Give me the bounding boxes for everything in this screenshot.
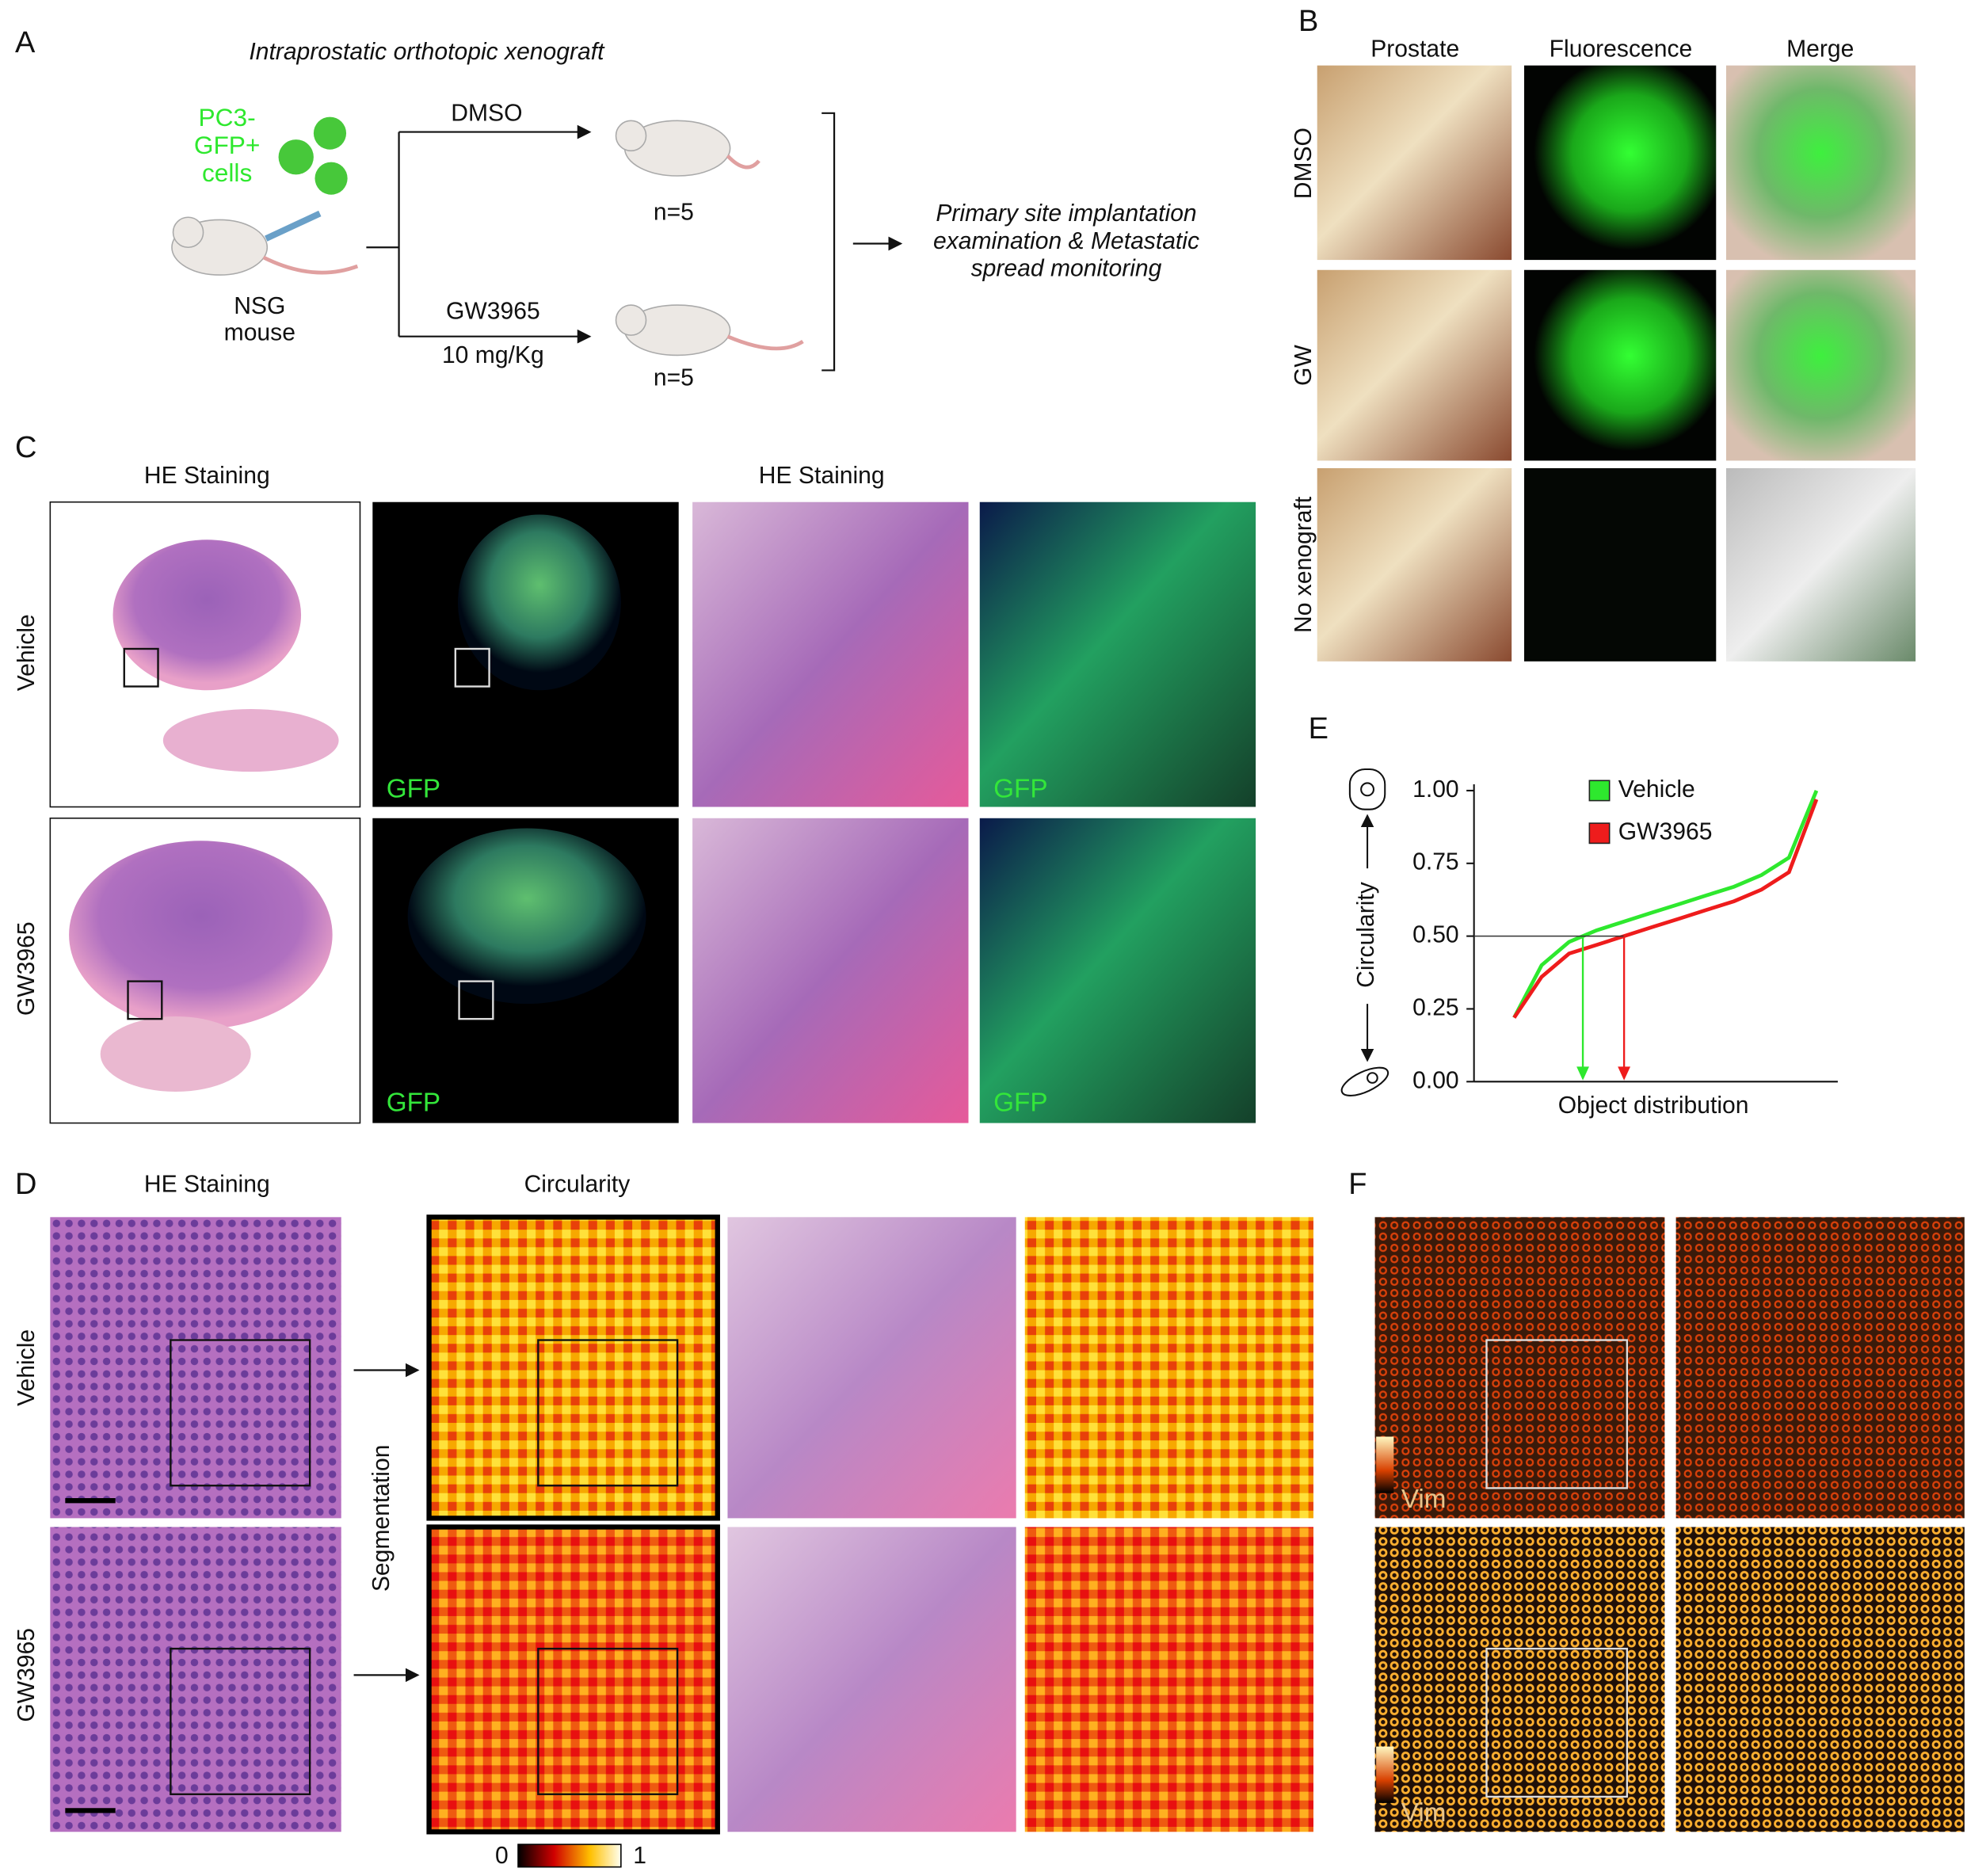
row-label: Vehicle (13, 614, 40, 691)
legend-swatch (1588, 822, 1611, 845)
colorbar-label: 0 (495, 1843, 509, 1869)
y-tick-label: 1.00 (1412, 776, 1459, 803)
cell-icons (278, 116, 348, 195)
row-label: Vehicle (13, 1329, 40, 1406)
micrograph-grid (49, 501, 1256, 1124)
row-label: GW (1290, 345, 1317, 386)
crossing-arrowhead (1618, 1066, 1631, 1081)
panel-title: Intraprostatic orthotopic xenograft (249, 39, 605, 65)
cells-label: GFP+ (194, 131, 261, 159)
panel-letter: E (1309, 712, 1328, 745)
panel-letter: A (15, 26, 36, 59)
cells-label: cells (202, 158, 252, 187)
panel-letter: B (1298, 5, 1318, 38)
column-label: Fluorescence (1550, 36, 1693, 63)
panel-f: F Vim Vim (1348, 1168, 1965, 1832)
channel-label: Vim (1401, 1798, 1447, 1828)
column-label: Merge (1786, 36, 1854, 63)
channel-label: GFP (993, 1089, 1047, 1118)
outcome-text: spread monitoring (971, 256, 1162, 282)
photo-grid (1317, 65, 1916, 662)
column-header: HE Staining (144, 463, 270, 489)
mouse-label: mouse (224, 319, 295, 345)
mouse-label: NSG (234, 293, 285, 319)
segmentation-label: Segmentation (368, 1445, 395, 1592)
y-tick-label: 0.75 (1412, 849, 1459, 875)
panel-b: B Prostate Fluorescence Merge DMSO GW No… (1290, 5, 1916, 662)
legend-label: GW3965 (1618, 819, 1713, 845)
dose-label: 10 mg/Kg (442, 342, 544, 368)
group-size: n=5 (654, 199, 694, 225)
y-tick-label: 0.25 (1412, 994, 1459, 1020)
column-header: Circularity (524, 1172, 631, 1198)
series-line (1512, 799, 1819, 1019)
outcome-text: examination & Metastatic (933, 228, 1199, 254)
x-axis-label: Object distribution (1558, 1092, 1749, 1119)
group-size: n=5 (654, 364, 694, 391)
treatment-label: DMSO (451, 100, 522, 126)
flow-lines (366, 112, 903, 372)
channel-label: GFP (993, 775, 1047, 804)
row-label: GW3965 (13, 1628, 40, 1722)
treatment-label: GW3965 (446, 299, 540, 325)
circularity-icons (1340, 768, 1389, 1096)
channel-label: GFP (387, 775, 440, 804)
micrograph-grid (50, 1214, 1313, 1868)
channel-label: GFP (387, 1089, 440, 1118)
panel-e: E Circularity Object distribution 0.00 0.… (1309, 712, 1838, 1119)
mouse-icon (615, 120, 804, 357)
y-axis-label: Circularity (1353, 882, 1379, 988)
row-label: GW3965 (13, 921, 40, 1016)
channel-label: Vim (1401, 1485, 1447, 1514)
legend-swatch (1588, 780, 1611, 802)
column-header: HE Staining (144, 1172, 270, 1198)
column-label: Prostate (1370, 36, 1459, 63)
y-tick-label: 0.50 (1412, 922, 1459, 948)
row-label: No xenograft (1290, 496, 1317, 633)
panel-letter: C (15, 431, 36, 464)
column-header: HE Staining (759, 463, 885, 489)
colorbar-label: 1 (633, 1843, 646, 1869)
crossing-arrowhead (1576, 1066, 1589, 1081)
row-label: DMSO (1290, 128, 1317, 199)
series-line (1512, 790, 1819, 1019)
micrograph-grid (1374, 1217, 1965, 1832)
legend-label: Vehicle (1618, 776, 1695, 803)
outcome-text: Primary site implantation (936, 200, 1196, 227)
panel-a: A Intraprostatic orthotopic xenograft PC… (15, 26, 1199, 391)
panel-c: C HE Staining HE Staining Vehicle GW3965… (13, 431, 1256, 1124)
panel-letter: F (1348, 1168, 1367, 1201)
panel-d: D HE Staining Circularity Vehicle GW3965… (13, 1168, 1313, 1869)
y-tick-label: 0.00 (1412, 1067, 1459, 1093)
mouse-icon (171, 210, 359, 276)
panel-letter: D (15, 1168, 36, 1201)
cells-label: PC3- (199, 103, 256, 132)
